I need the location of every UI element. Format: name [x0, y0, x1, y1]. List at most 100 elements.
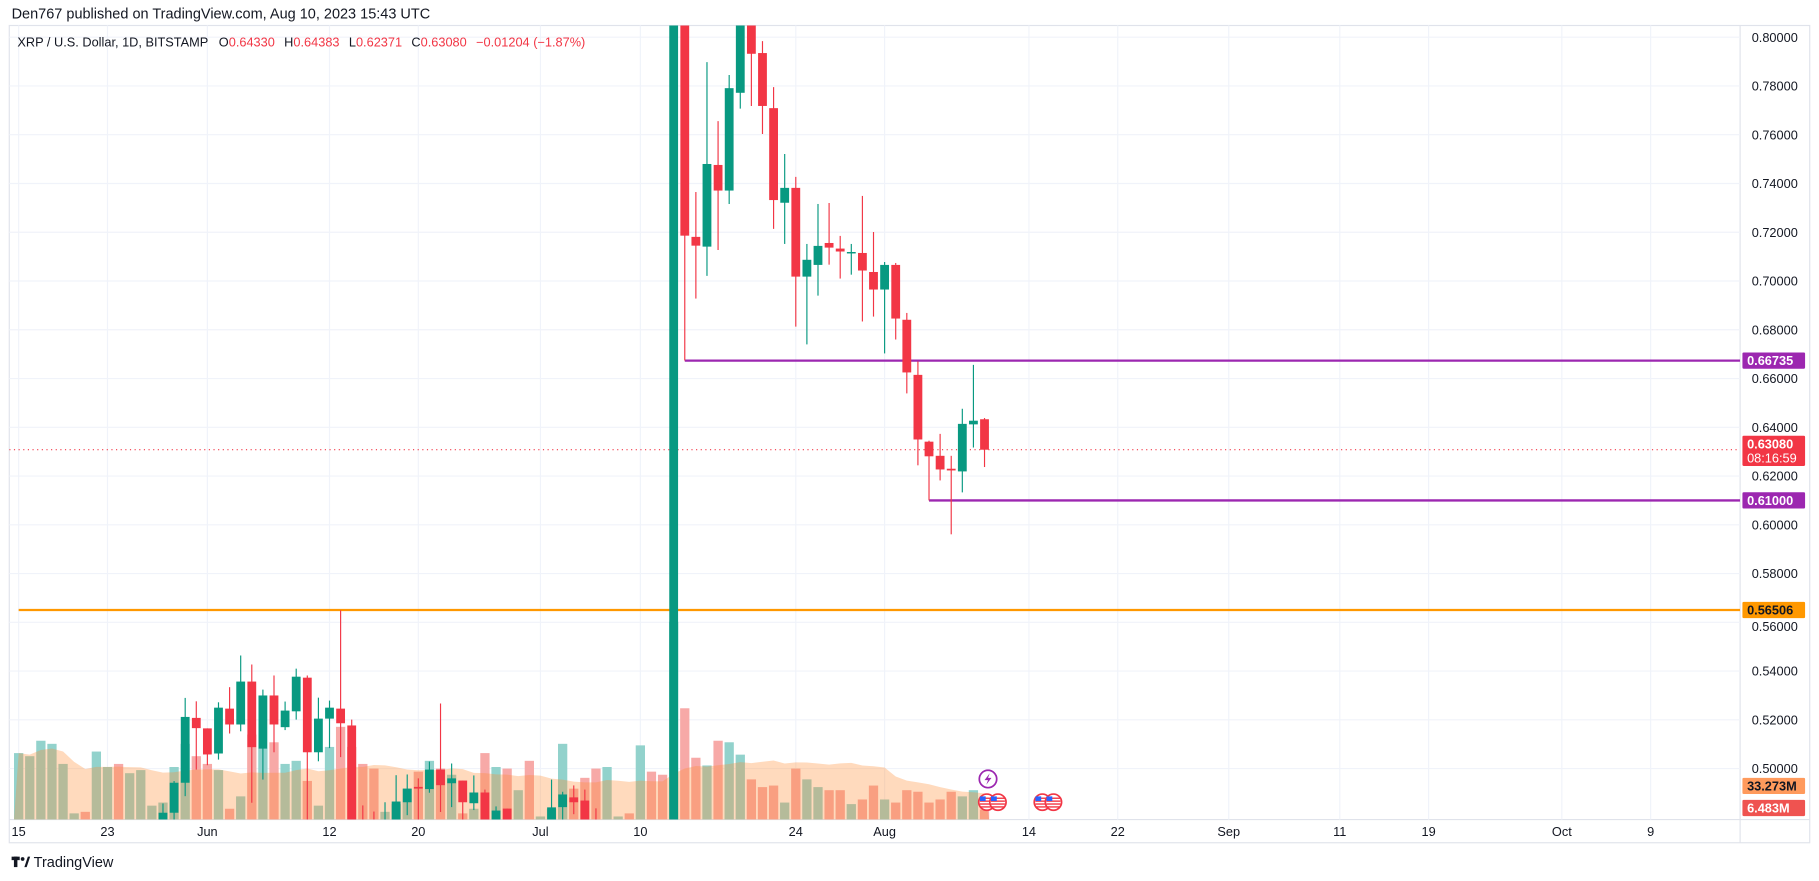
price-tick-label: 0.60000: [1752, 517, 1798, 532]
candle: [780, 153, 790, 244]
volume-bar: [524, 760, 534, 820]
candle: [580, 789, 590, 820]
candle-body: [769, 108, 778, 201]
candle-body: [691, 236, 701, 246]
tradingview-logo-text: TradingView: [34, 855, 114, 871]
candle: [258, 689, 268, 780]
candle-body: [458, 780, 468, 803]
legend-h-label: H: [284, 34, 293, 49]
legend-change: −0.01204 (−1.87%): [476, 34, 585, 49]
candle: [935, 433, 945, 481]
candle: [924, 440, 934, 501]
candle: [946, 455, 956, 535]
candle-body: [436, 769, 445, 786]
candle: [891, 262, 901, 340]
candle: [225, 687, 234, 734]
volume-bar: [191, 756, 201, 820]
legend-high: 0.64383: [293, 34, 339, 49]
plot-area[interactable]: [9, 0, 1741, 856]
candle: [969, 364, 978, 448]
candle-series: [158, 25, 989, 820]
us-flag-icon[interactable]: [988, 793, 1007, 812]
volume-bar: [602, 767, 612, 820]
event-markers[interactable]: [977, 769, 1063, 812]
candle-body: [169, 782, 179, 813]
candle-body: [980, 419, 989, 450]
candle-body: [425, 769, 434, 790]
candle: [846, 243, 856, 275]
volume-bar: [835, 790, 845, 820]
volume-bar: [691, 757, 701, 820]
volume-bar: [624, 813, 634, 820]
candle-body: [669, 25, 679, 820]
candle: [447, 763, 457, 808]
candle-body: [480, 792, 490, 820]
level-price-label-bg: [1742, 601, 1806, 619]
volume-bar: [846, 804, 856, 820]
volume-bar: [746, 779, 757, 820]
candle-body: [491, 810, 501, 820]
volume-bar: [25, 756, 35, 820]
price-axis[interactable]: 0.80000 0.78000 0.76000 0.74000 0.72000 0.700…: [1752, 30, 1798, 776]
volume-bar: [902, 790, 912, 820]
volume-bar: [335, 726, 346, 820]
candle: [724, 74, 734, 204]
last-price-label-bg: [1742, 435, 1806, 466]
tradingview-logo[interactable]: TradingView: [11, 855, 114, 871]
candle: [713, 121, 723, 251]
candle-body: [180, 716, 190, 783]
candle-body: [957, 423, 967, 472]
us-flag-icon[interactable]: [1044, 793, 1063, 812]
candle: [191, 701, 201, 770]
level-price-label-bg: [1742, 492, 1806, 509]
volume-bar: [791, 768, 801, 820]
candle: [491, 806, 501, 820]
svg-text:XRP / U.S. Dollar, 1D, BITSTAM: XRP / U.S. Dollar, 1D, BITSTAMP O0.64330…: [17, 34, 585, 49]
volume-bar: [136, 770, 146, 820]
candle: [325, 700, 334, 749]
volume-bar: [802, 779, 812, 820]
volume-ma-label-bg: [1742, 777, 1806, 795]
candle-body: [680, 25, 690, 236]
volume-bar: [258, 748, 268, 820]
volume-bar: [979, 809, 990, 820]
candle: [425, 761, 434, 793]
candle-body: [280, 710, 290, 728]
candle: [857, 195, 867, 322]
time-tick-label: 10: [633, 824, 647, 839]
candle: [373, 811, 375, 820]
candle: [180, 697, 190, 797]
candle: [769, 87, 778, 229]
candle-body: [969, 420, 978, 425]
volume-bar: [924, 802, 934, 820]
volume-bar: [69, 813, 79, 820]
time-tick-label: Jun: [197, 824, 218, 839]
candle-body: [558, 794, 568, 808]
volume-bar: [324, 746, 335, 820]
candle-body: [913, 374, 923, 440]
volume-bar: [47, 743, 57, 820]
candle-body: [580, 800, 590, 820]
candle: [384, 802, 386, 820]
volume-bar: [591, 768, 601, 820]
legend-c-label: C: [411, 34, 420, 49]
candle: [702, 62, 712, 276]
candle: [902, 312, 912, 394]
tradingview-logo-icon: [11, 856, 31, 868]
volume-bar: [702, 765, 712, 820]
volume-bar: [369, 768, 379, 820]
candle: [791, 176, 801, 327]
time-axis[interactable]: 15 23 Jun 12 20 Jul 10 24 Aug 14 22 Sep 11 19 Oct 9: [12, 824, 1655, 839]
volume-bar: [147, 805, 157, 820]
volume-ma-area: [14, 748, 990, 820]
volume-bar: [657, 774, 668, 820]
candle: [835, 235, 845, 279]
candle-body: [924, 441, 934, 457]
candle-body: [202, 728, 212, 755]
lightning-icon[interactable]: [978, 769, 998, 789]
volume-bar: [58, 763, 68, 820]
time-tick-label: 12: [322, 824, 336, 839]
time-tick-label: 14: [1022, 824, 1036, 839]
